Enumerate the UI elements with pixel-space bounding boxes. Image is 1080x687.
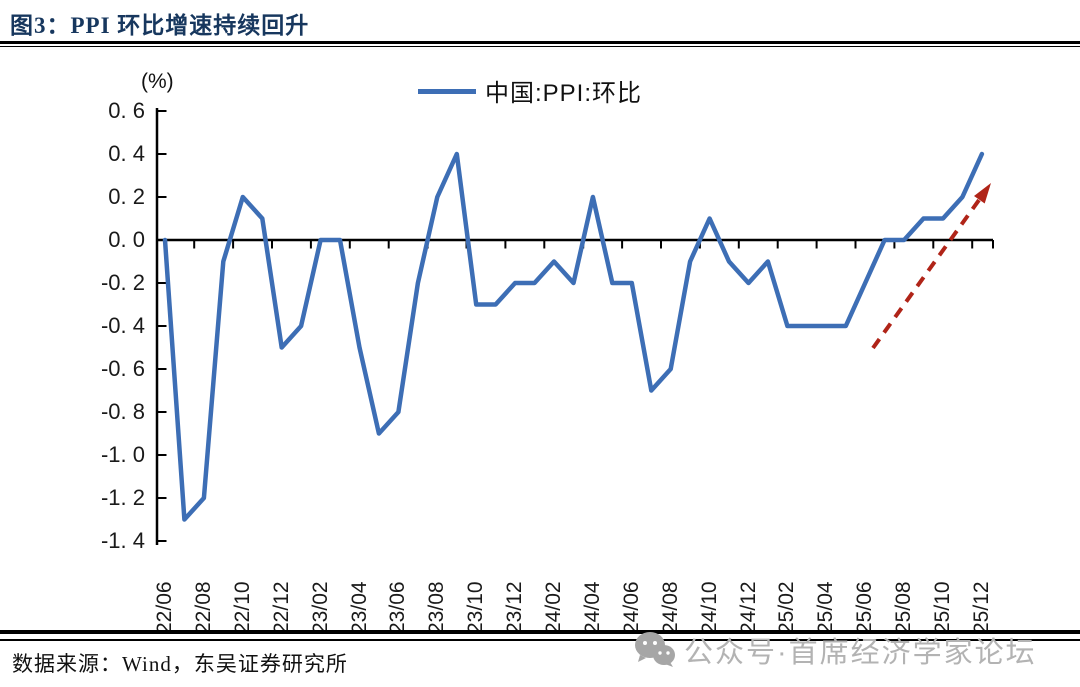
trend-arrow-head [974,183,991,204]
y-tick-label: -0. 2 [100,270,145,295]
footer-divider-thick [0,630,1080,634]
legend-label: 中国:PPI:环比 [485,79,643,107]
watermark: 公众号·首席经济学家论坛 [634,629,1037,671]
y-tick-label: -0. 6 [100,356,145,381]
y-tick-label: 0. 2 [108,184,145,209]
ppi-series-line [162,151,985,522]
y-tick-label: 0. 4 [108,141,145,166]
y-tick-label: -0. 4 [100,313,145,338]
y-tick-label: -1. 0 [100,442,145,467]
footer-divider-thin [0,639,1080,641]
axis-ticks [157,110,994,542]
y-tick-label: -1. 4 [100,528,145,553]
y-tick-label: 0. 6 [108,98,145,123]
figure-title: 图3：PPI 环比增速持续回升 [10,13,310,38]
y-tick-label: -1. 2 [100,485,145,510]
trend-arrow-shaft [871,198,981,350]
legend: 中国:PPI:环比 [418,74,643,107]
wechat-icon [635,632,675,667]
title-divider-thick [0,41,1080,44]
title-divider-thin [0,46,1080,47]
source-note: 数据来源：Wind，东吴证券研究所 [12,652,348,676]
legend-line-swatch [418,88,476,94]
watermark-text: 公众号·首席经济学家论坛 [684,637,1037,669]
y-tick-label: -0. 8 [100,399,145,424]
y-tick-label: 0. 0 [108,227,145,252]
y-axis-unit-label: (%) [141,70,174,93]
